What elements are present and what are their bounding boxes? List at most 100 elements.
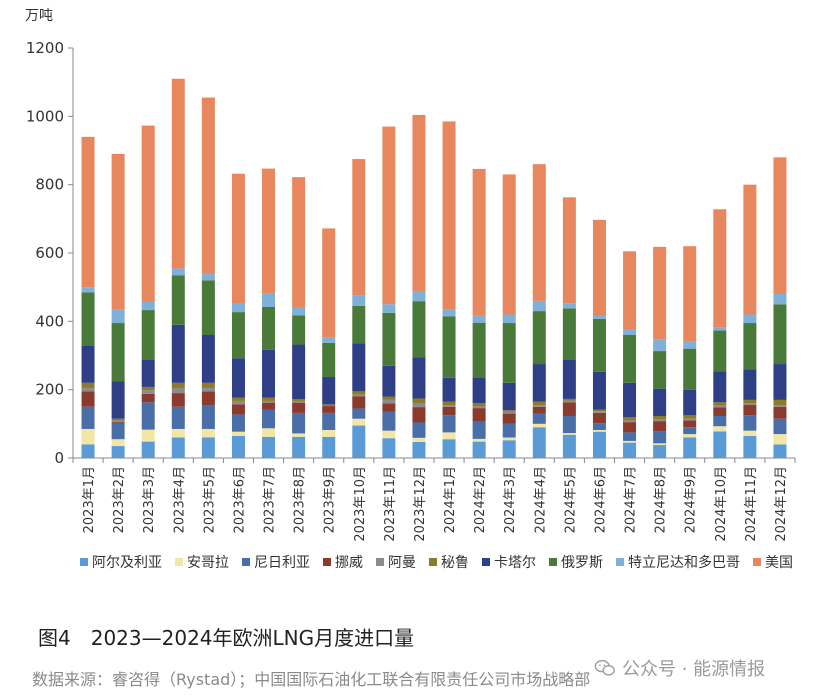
bar-segment (713, 330, 727, 372)
bar-segment (623, 442, 637, 458)
bar-segment (262, 168, 276, 294)
bar-segment (292, 433, 306, 437)
bar-segment (562, 308, 576, 360)
x-category-label: 2024年2月 (473, 466, 488, 533)
bar-segment (623, 335, 637, 383)
bar-segment (141, 125, 155, 302)
bar-segment (623, 440, 637, 443)
bar-segment (322, 342, 336, 378)
bar-segment (201, 387, 215, 392)
bar-segment (743, 323, 757, 370)
bar-segment (683, 427, 697, 435)
bar-segment (382, 312, 396, 366)
bar-segment (562, 434, 576, 458)
bar-segment (322, 337, 336, 343)
bar-segment (592, 315, 606, 319)
x-category-label: 2023年9月 (323, 466, 338, 533)
bar-segment (442, 377, 456, 402)
watermark: 公众号 · 能源情报 (594, 655, 765, 681)
bar-segment (231, 400, 245, 405)
legend-label: 尼日利亚 (254, 555, 310, 571)
x-category-label: 2023年11月 (383, 466, 398, 542)
bar-segment (773, 364, 787, 400)
bar-segment (141, 301, 155, 311)
bar-segment (562, 398, 576, 401)
bar-segment (412, 407, 426, 423)
bar-segment (592, 412, 606, 424)
bar-segment (532, 164, 546, 301)
bar-segment (382, 365, 396, 397)
bar-segment (472, 168, 486, 316)
bar-segment (262, 409, 276, 429)
bar-segment (502, 411, 516, 414)
bar-segment (743, 369, 757, 400)
bar-segment (653, 388, 667, 416)
bar-segment (292, 399, 306, 401)
bar-segment (502, 314, 516, 324)
bar-segment (562, 402, 576, 416)
x-category-label: 2023年6月 (232, 466, 247, 533)
bar-segment (262, 436, 276, 458)
bar-segment (562, 303, 576, 309)
bar-segment (623, 422, 637, 433)
bar-segment (683, 348, 697, 390)
x-category-label: 2024年9月 (684, 466, 699, 533)
bar-segment (592, 423, 606, 430)
bar-segment (141, 402, 155, 430)
x-category-label: 2023年4月 (172, 466, 187, 533)
bar-segment (502, 382, 516, 411)
bar-segment (773, 444, 787, 458)
bar-segment (141, 441, 155, 458)
bar-segment (442, 415, 456, 433)
bar-segment (382, 304, 396, 313)
bar-segment (81, 287, 95, 293)
bar-segment (532, 364, 546, 402)
bar-segment (653, 339, 667, 352)
bar-segment (683, 420, 697, 428)
bar-segment (352, 425, 366, 458)
bar-segment (382, 403, 396, 412)
bar-segment (502, 174, 516, 315)
bar-segment (713, 407, 727, 416)
legend-item: 阿尔及利亚 (80, 552, 162, 572)
bar-segment (442, 316, 456, 378)
legend-label: 阿尔及利亚 (92, 555, 162, 571)
bar-segment (292, 315, 306, 345)
legend-swatch (429, 558, 437, 566)
bar-segment (653, 419, 667, 422)
bar-segment (292, 412, 306, 434)
legend-item: 阿曼 (376, 552, 416, 572)
bar-segment (111, 418, 125, 421)
bar-segment (592, 429, 606, 432)
bar-segment (322, 406, 336, 413)
bar-segment (743, 430, 757, 436)
bar-segment (562, 400, 576, 403)
bar-segment (81, 345, 95, 383)
legend-label: 美国 (765, 555, 793, 571)
bar-segment (171, 387, 185, 394)
bar-segment (262, 397, 276, 401)
bar-segment (382, 396, 396, 400)
bar-segment (292, 177, 306, 307)
y-tick-label: 0 (54, 449, 64, 467)
bar-segment (171, 382, 185, 388)
x-category-label: 2023年7月 (263, 466, 278, 533)
bar-segment (713, 431, 727, 458)
bar-segment (562, 197, 576, 304)
bar-segment (171, 428, 185, 438)
bar-segment (412, 403, 426, 408)
bar-segment (592, 318, 606, 372)
x-category-label: 2024年1月 (443, 466, 458, 533)
bar-segment (111, 446, 125, 458)
bar-segment (201, 97, 215, 274)
legend: 阿尔及利亚 安哥拉 尼日利亚 挪威 阿曼 秘鲁 卡塔尔 俄罗斯 特立尼达和多巴哥 美国 (80, 552, 820, 572)
bar-segment (773, 304, 787, 365)
bar-segment (171, 406, 185, 429)
bar-segment (352, 418, 366, 426)
bar-segment (352, 295, 366, 306)
bar-segment (623, 417, 637, 421)
bar-segment (773, 418, 787, 435)
bar-segment (231, 303, 245, 313)
x-category-label: 2024年11月 (744, 466, 759, 542)
bar-segment (231, 358, 245, 398)
